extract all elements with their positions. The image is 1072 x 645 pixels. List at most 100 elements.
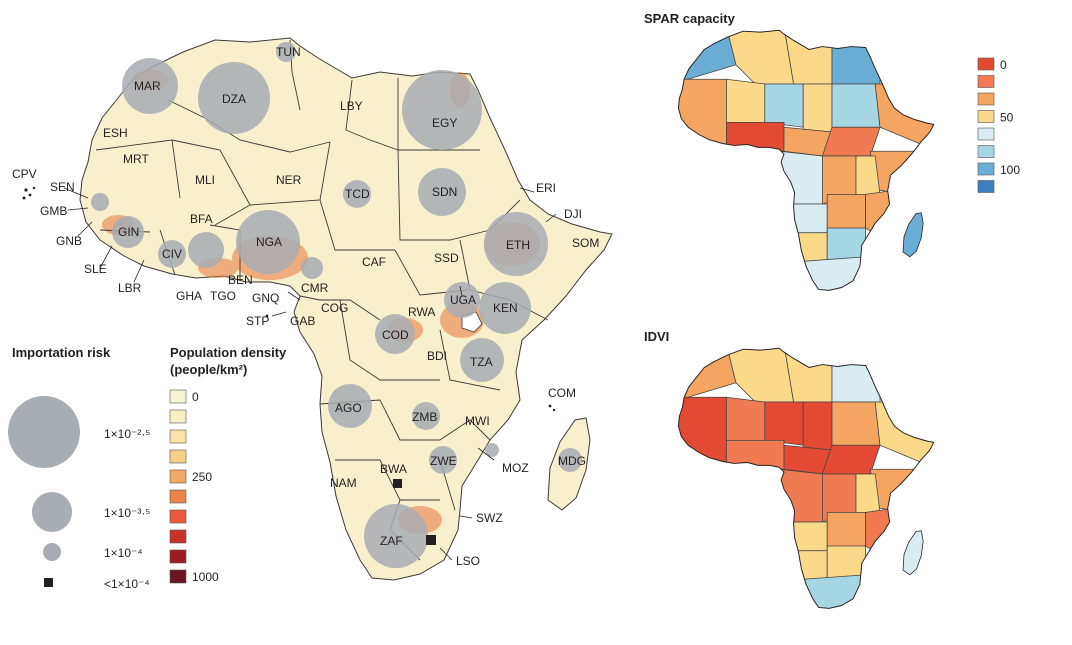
risk-circle-uga [444,282,480,318]
risk-circle-nga [236,210,300,274]
country-label-mwi: MWI [465,414,490,428]
idvi-region-8 [831,401,881,446]
idvi-region-4 [678,396,727,465]
country-label-som: SOM [572,236,599,250]
risk-square-lso [426,535,436,545]
country-label-cpv: CPV [12,167,37,181]
density-swatch-1 [169,409,187,424]
idvi-region-18 [826,512,866,552]
spar-region-17 [783,203,828,234]
spar-region-6 [764,83,804,128]
country-label-esh: ESH [103,126,128,140]
spar-swatch-7 [977,180,995,193]
country-label-gnb: GNB [56,234,82,248]
risk-circle-gin [112,216,144,248]
spar-swatch-5 [977,145,995,158]
idvi-region-5 [726,396,766,441]
idvi-map-regions [677,347,935,609]
idvi-region-20 [788,550,828,580]
spar-region-13 [869,150,934,195]
country-label-gin: GIN [118,225,139,239]
risk-circle-cmr [301,257,323,279]
idvi-outline [677,347,935,609]
density-label-0: 0 [192,390,199,404]
country-label-stp: STP [246,314,269,328]
risk-circle-cod [375,314,415,354]
importation-legend-label-1: 1×10⁻²·⁵ [104,427,150,441]
spar-region-4 [678,78,727,147]
country-label-com: COM [548,386,576,400]
spar-map-title: SPAR capacity [644,11,736,26]
risk-circle-egy [402,70,482,150]
africa-landmass [79,37,613,581]
risk-circle-ken [479,282,531,334]
country-label-zaf: ZAF [380,534,403,548]
risk-square-bwa [393,479,402,488]
density-swatch-0 [169,389,187,404]
country-label-tgo: TGO [210,289,236,303]
country-label-tun: TUN [276,45,301,59]
spar-region-21 [826,227,866,263]
country-label-dji: DJI [564,207,582,221]
country-label-dza: DZA [222,92,246,106]
spar-region-7 [802,83,833,133]
risk-circle-tun [276,42,296,62]
spar-region-18 [826,194,866,234]
density-swatch-6 [169,509,187,524]
country-label-ner: NER [276,173,302,187]
country-label-cod: COD [382,328,409,342]
spar-swatch-1 [977,75,995,88]
country-label-moz: MOZ [502,461,529,475]
legend-circle-small [43,543,61,561]
country-label-ago: AGO [335,401,362,415]
risk-circle-mar [122,58,178,114]
spar-swatch-0 [977,57,995,71]
idvi-region-14 [778,468,823,523]
country-label-swz: SWZ [476,511,503,525]
country-label-nga: NGA [256,235,282,249]
density-swatches: 0 250 1000 [169,389,219,584]
risk-circle-dza [198,62,270,134]
density-swatch-9 [169,569,187,584]
country-label-ben: BEN [228,273,253,287]
country-label-sle: SLE [84,262,107,276]
idvi-region-13 [869,468,934,513]
risk-circle-gha [188,232,224,268]
country-label-lby: LBY [340,99,363,113]
country-label-uga: UGA [450,293,476,307]
density-swatch-3 [169,449,187,464]
spar-swatch-3 [977,110,995,123]
country-label-gmb: GMB [40,204,67,218]
spar-swatch-2 [977,92,995,106]
density-swatch-2 [169,429,187,444]
density-swatch-5 [169,489,187,504]
country-label-bwa: BWA [380,462,407,476]
spar-map-regions [677,29,935,291]
country-label-zwe: ZWE [430,454,457,468]
spar-region-19 [865,189,900,244]
spar-region-22 [798,256,866,291]
idvi-map: IDVI [644,329,935,609]
spar-region-1 [725,30,795,85]
spar-region-9 [874,83,934,152]
spar-region-20 [788,232,828,262]
country-label-ken: KEN [493,301,518,315]
country-label-mli: MLI [195,173,215,187]
country-label-caf: CAF [362,255,386,269]
legend-circle-medium [32,492,72,532]
country-label-mrt: MRT [123,152,149,166]
country-label-gha: GHA [176,289,202,303]
country-label-gab: GAB [290,314,315,328]
legend-circle-large [8,396,80,468]
risk-circle-zwe [429,446,457,474]
density-swatch-7 [169,529,187,544]
country-label-sdn: SDN [432,185,457,199]
idvi-region-21 [826,545,866,581]
country-label-tcd: TCD [345,187,370,201]
spar-capacity-map: SPAR capacity 0 50 100 [644,11,1020,291]
spar-legend: 0 50 100 [977,57,1020,193]
spar-region-14 [778,150,823,205]
density-legend-title-line1: Population density [170,345,287,360]
idvi-region-9 [874,401,934,470]
population-density-legend: Population density (people/km²) 0 250 1000 [169,345,287,584]
